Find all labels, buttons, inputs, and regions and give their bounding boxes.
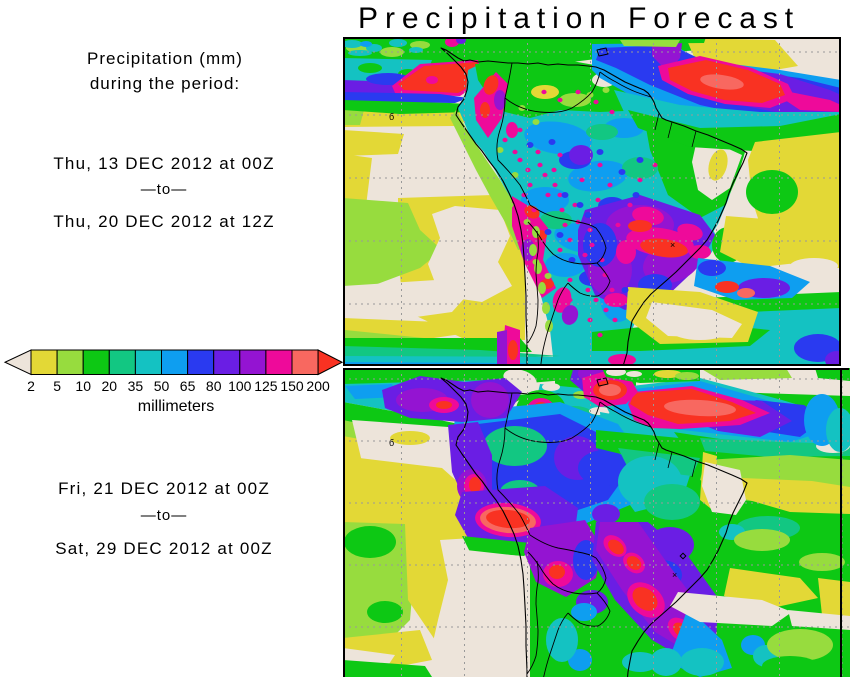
svg-text:×: × [672,570,677,580]
svg-text:×: × [670,240,675,250]
svg-text:100: 100 [228,378,252,394]
svg-text:50: 50 [154,378,170,394]
svg-text:35: 35 [128,378,144,394]
svg-text:10: 10 [75,378,91,394]
svg-text:during the period:: during the period: [90,74,240,93]
svg-text:Fri, 21 DEC 2012 at 00Z: Fri, 21 DEC 2012 at 00Z [58,479,270,498]
svg-text:80: 80 [206,378,222,394]
svg-text:Thu, 13 DEC 2012 at 00Z: Thu, 13 DEC 2012 at 00Z [53,154,274,173]
svg-text:б: б [389,112,394,122]
svg-text:65: 65 [180,378,196,394]
svg-text:б: б [389,438,394,448]
svg-text:5: 5 [53,378,61,394]
svg-text:150: 150 [280,378,304,394]
svg-text:—to—: —to— [141,181,188,198]
svg-text:millimeters: millimeters [138,398,214,415]
svg-text:—to—: —to— [141,507,188,524]
svg-text:Precipitation (mm): Precipitation (mm) [87,49,243,68]
svg-text:Precipitation Forecast: Precipitation Forecast [358,2,800,35]
svg-text:Thu, 20 DEC 2012 at 12Z: Thu, 20 DEC 2012 at 12Z [53,212,274,231]
svg-text:125: 125 [254,378,278,394]
svg-text:Sat, 29 DEC 2012 at 00Z: Sat, 29 DEC 2012 at 00Z [55,539,273,558]
svg-text:20: 20 [102,378,118,394]
svg-text:2: 2 [27,378,35,394]
svg-text:200: 200 [306,378,330,394]
